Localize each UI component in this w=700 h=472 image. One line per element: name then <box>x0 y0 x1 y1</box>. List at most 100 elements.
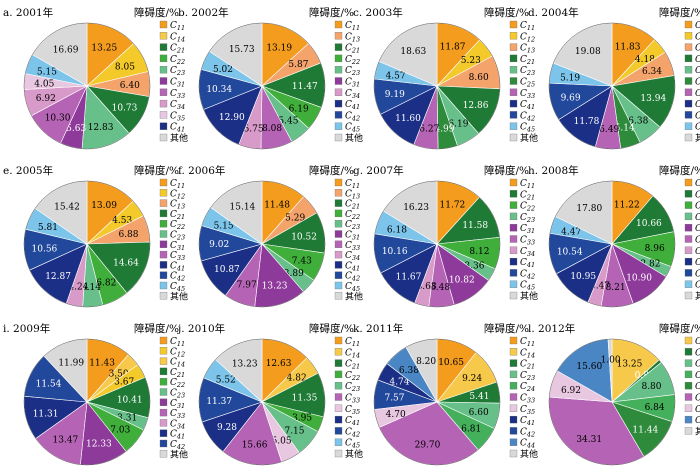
slice-label: 11.87 <box>440 43 466 53</box>
legend-swatch-C42 <box>509 111 518 119</box>
legend-swatch-C42 <box>334 427 343 435</box>
legend-swatch-C41 <box>159 429 168 437</box>
slice-label: 15.73 <box>229 45 255 55</box>
legend-label: C12 <box>695 32 700 43</box>
slice-label: 11.67 <box>396 273 422 283</box>
legend-swatch-C33 <box>684 88 693 96</box>
legend-label: C21 <box>520 55 535 66</box>
slice-label: 4.53 <box>112 216 132 226</box>
legend-swatch-C33 <box>509 235 518 243</box>
slice-label: 16.69 <box>53 45 79 55</box>
legend-swatch-C31 <box>509 224 518 232</box>
slice-label: 7.15 <box>284 427 304 437</box>
legend-label: C12 <box>520 32 535 43</box>
legend-swatch-C34 <box>509 246 518 254</box>
legend-swatch-C41 <box>684 99 693 108</box>
legend-label: C45 <box>170 282 185 293</box>
legend: C14C21C23C24C25C33C35C44其他 <box>684 336 700 437</box>
legend-label: C13 <box>170 200 185 211</box>
legend-swatch-C31 <box>334 230 343 238</box>
legend-swatch-C31 <box>159 398 168 406</box>
slice-label: 8.08 <box>262 124 282 134</box>
legend-swatch-C11 <box>684 178 693 187</box>
legend-swatch-C34 <box>684 246 693 254</box>
legend-swatch-C11 <box>509 336 518 345</box>
legend-label: C33 <box>520 236 535 247</box>
legend-label: C41 <box>170 261 185 272</box>
slice-label: 13.25 <box>617 359 643 369</box>
slice-label: 13.94 <box>640 94 666 104</box>
pie-panel-12: l. 2012年障碍度/%13.250.858.806.8411.4434.31… <box>528 322 700 466</box>
legend-swatch-C14 <box>159 32 168 40</box>
pie-panel-6: f. 2006年 障碍度/% 11.48 5.29 10.52 7.43 3.89 13.23… <box>178 164 363 308</box>
slice-label: 6.34 <box>642 67 662 77</box>
legend-label: 其他 <box>520 448 538 460</box>
panel-unit-label: 障碍度/% <box>659 164 700 177</box>
legend-swatch-C41 <box>684 257 693 266</box>
slice-label: 11.54 <box>36 380 62 390</box>
legend-swatch-C14 <box>159 357 168 365</box>
slice-label: 10.34 <box>206 85 232 95</box>
slice-label: 4.57 <box>386 72 406 82</box>
slice-label: 4.74 <box>389 378 409 388</box>
slice-label: 7.97 <box>237 281 257 291</box>
legend-label: C11 <box>695 179 700 190</box>
legend-swatch-other <box>509 291 518 300</box>
legend-label: C34 <box>695 247 700 258</box>
slice-label: 11.48 <box>264 200 290 210</box>
slice-label: 11.43 <box>89 358 115 368</box>
slice-label: 6.38 <box>399 366 419 376</box>
panel-unit-label: 障碍度/% <box>134 6 179 19</box>
legend-label: C21 <box>695 348 700 359</box>
legend-swatch-C34 <box>159 419 168 427</box>
slice-label: 8.21 <box>606 283 626 293</box>
legend-label: C21 <box>170 368 185 379</box>
legend-swatch-C23 <box>159 230 168 238</box>
legend-label: C21 <box>170 210 185 221</box>
legend-swatch-C35 <box>159 111 168 119</box>
slice-label: 4.70 <box>386 410 406 420</box>
legend-swatch-C42 <box>159 439 168 448</box>
legend-label: C14 <box>520 348 535 359</box>
slice-label: 6.49 <box>599 125 619 135</box>
legend-swatch-C14 <box>509 348 518 356</box>
legend-swatch-C33 <box>684 393 693 401</box>
legend-swatch-C13 <box>159 199 168 207</box>
slice-label: 4.82 <box>287 373 307 383</box>
slice-label: 4.24 <box>68 283 88 293</box>
legend-swatch-C12 <box>684 32 693 40</box>
legend-swatch-C11 <box>509 20 518 29</box>
legend-swatch-C45 <box>684 122 693 130</box>
slice-label: 6.84 <box>645 403 665 413</box>
legend-swatch-C33 <box>334 240 343 248</box>
legend-swatch-C33 <box>509 88 518 96</box>
legend-label: C45 <box>695 281 700 292</box>
legend-label: C25 <box>695 382 700 393</box>
panel-title: j. 2010年 <box>176 322 225 335</box>
legend-swatch-C33 <box>334 393 343 401</box>
slice-label: 3.50 <box>109 370 129 380</box>
legend-swatch-C24 <box>509 382 518 390</box>
legend-label: C21 <box>520 190 535 201</box>
pie-panel-3: c. 2003年 障碍度/% 11.87 5.23 8.60 12.86 6.194.996… <box>353 6 538 150</box>
legend-label: C45 <box>345 123 360 134</box>
panel-unit-label: 障碍度/% <box>309 322 354 335</box>
slice-label: 5.41 <box>469 392 489 402</box>
slice-label: 8.12 <box>469 247 489 257</box>
legend-label: C22 <box>345 371 360 382</box>
legend-swatch-C33 <box>509 393 518 401</box>
slice-label: 15.60 <box>576 362 602 372</box>
legend-label: C41 <box>520 416 535 427</box>
legend-label: C35 <box>170 111 185 122</box>
legend-label: C21 <box>695 55 700 66</box>
legend-label: C45 <box>520 281 535 292</box>
legend-swatch-C45 <box>334 122 343 130</box>
legend-label: C12 <box>170 347 185 358</box>
legend-swatch-C21 <box>509 359 518 367</box>
pie-panel-8: h. 2008年 障碍度/% 11.22 10.66 8.96 2.82 10.908.21… <box>528 164 700 308</box>
slice-label: 13.25 <box>91 43 117 53</box>
legend-label: C31 <box>695 224 700 235</box>
pie-outline <box>198 180 326 308</box>
